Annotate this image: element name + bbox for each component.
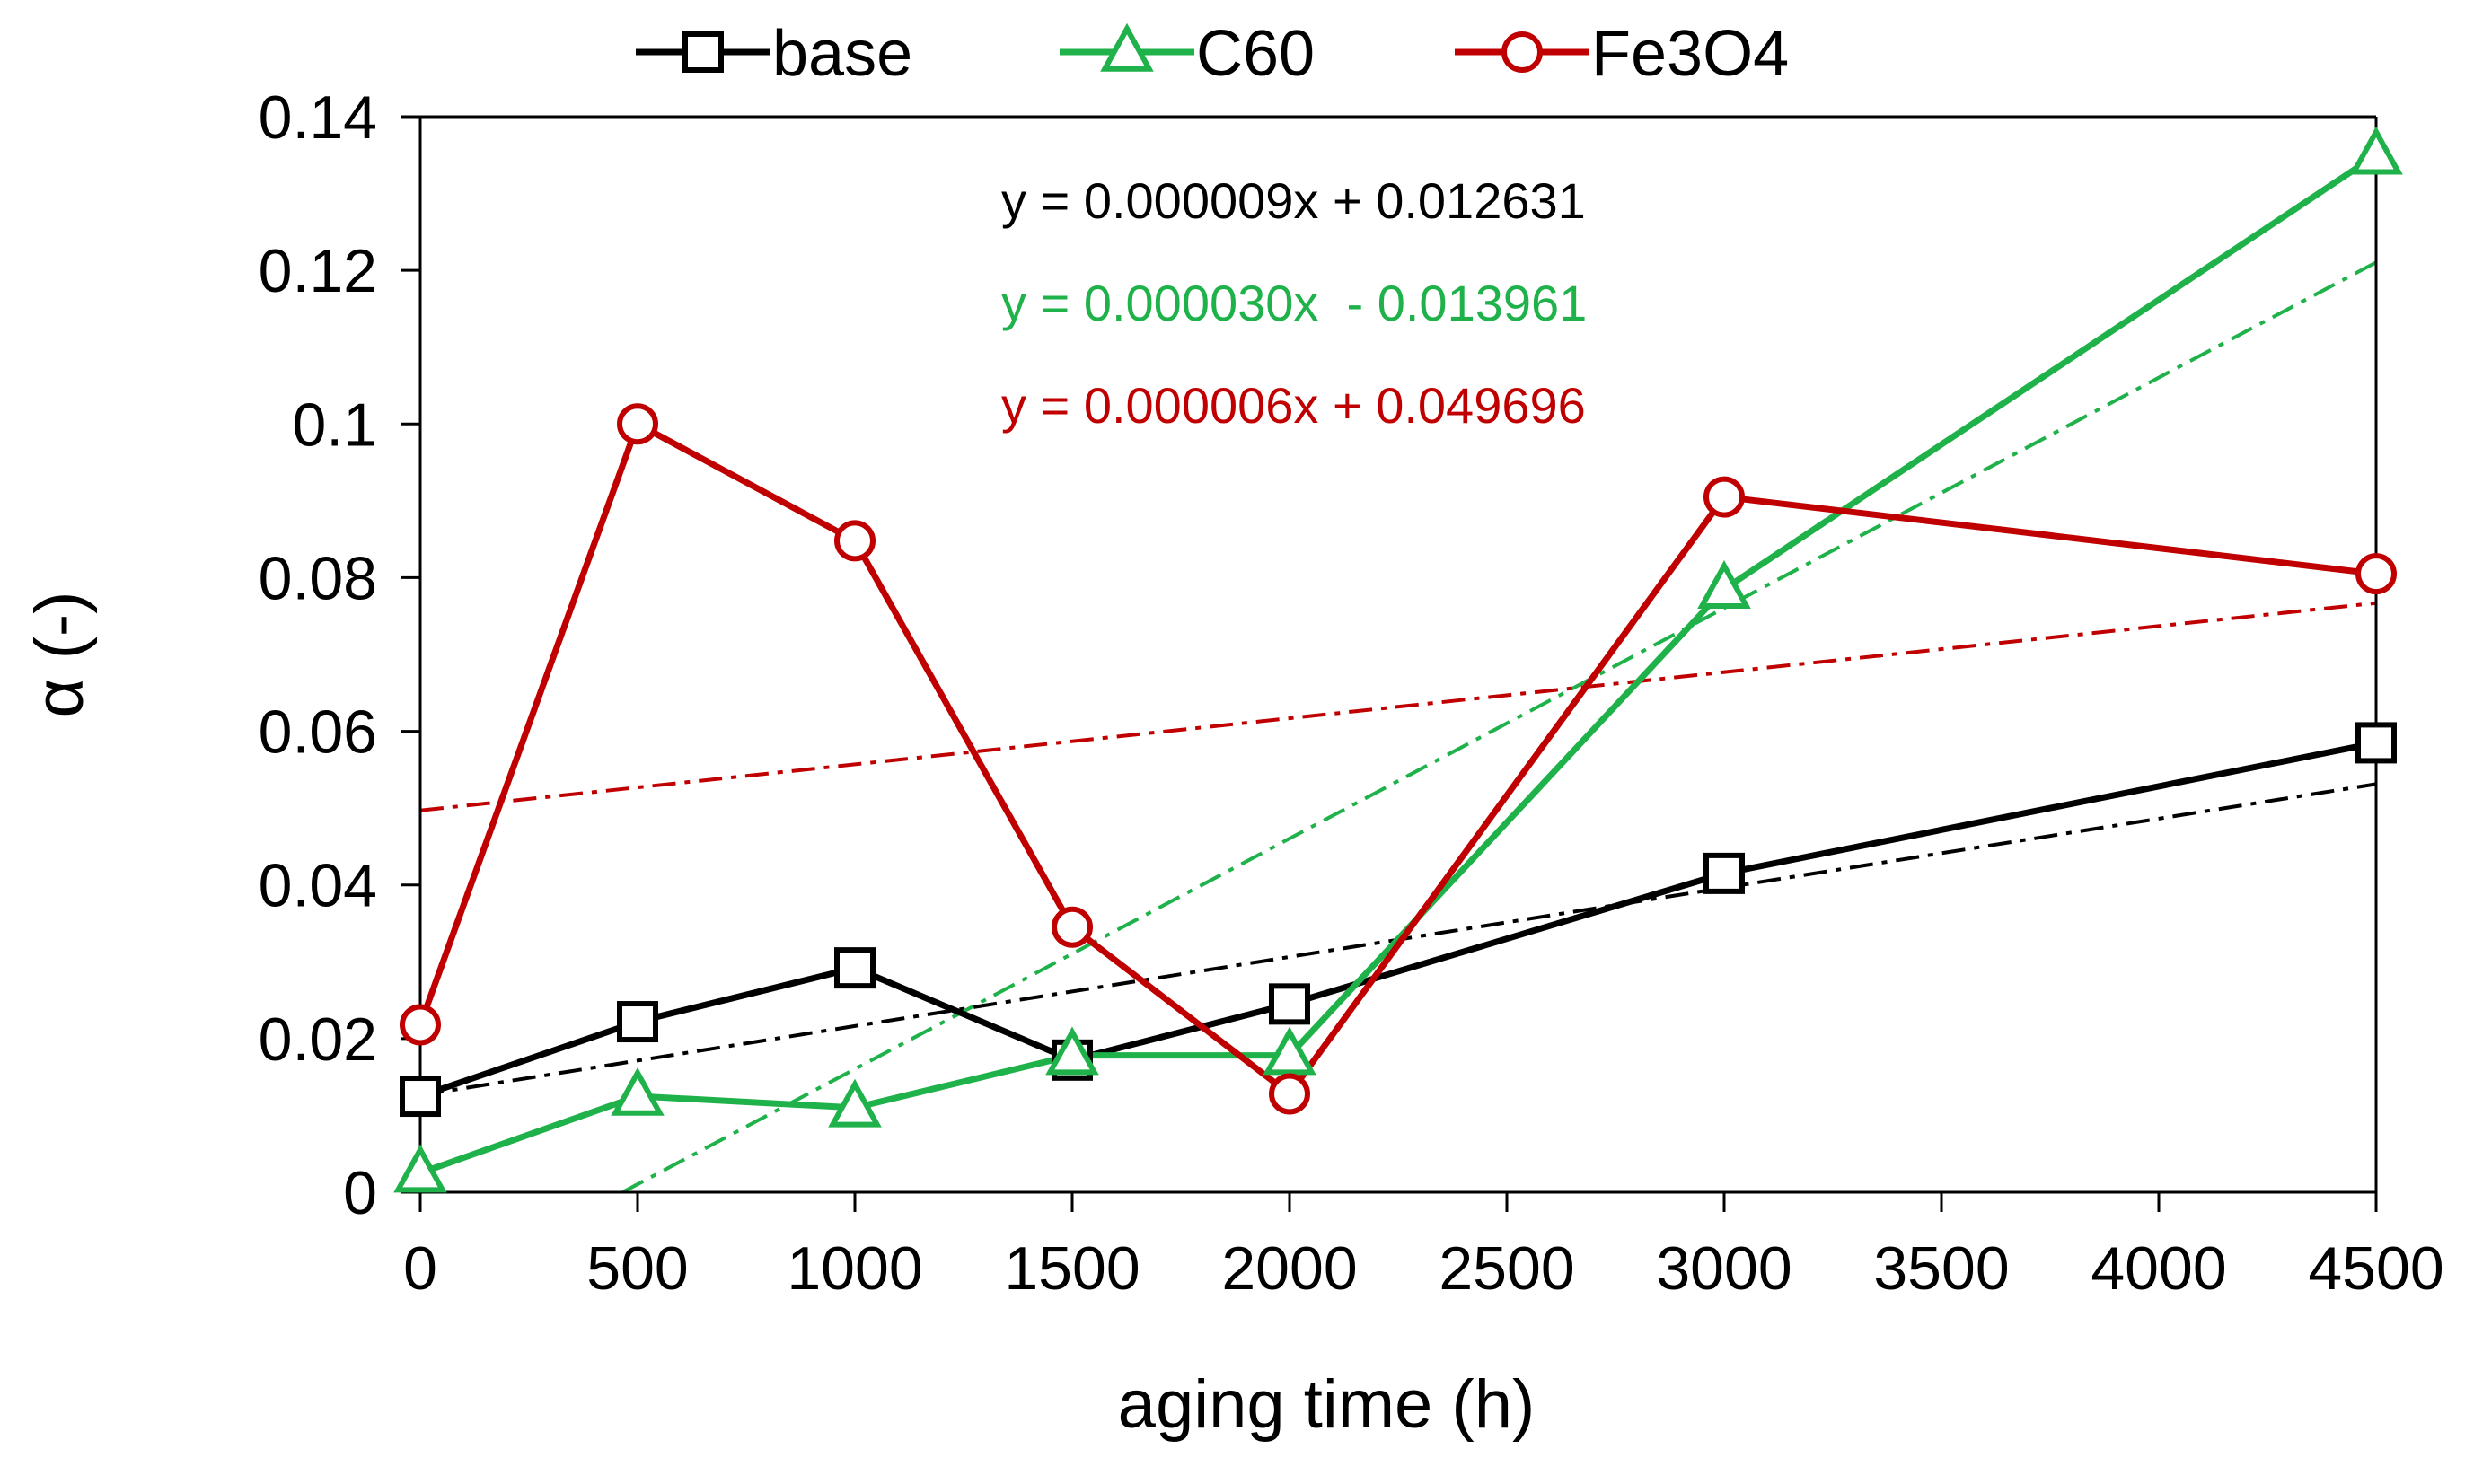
- y-tick-label: 0.14: [259, 83, 377, 152]
- data-point-base: [834, 947, 876, 989]
- data-point-base: [400, 1076, 441, 1118]
- data-point-fe3o4: [617, 403, 658, 445]
- x-tick-label: 500: [586, 1234, 688, 1303]
- legend-item-c60: C60: [1060, 18, 1315, 90]
- y-tick-label: 0: [343, 1159, 377, 1227]
- equation-c60: y = 0.000030x - 0.013961: [1001, 275, 1587, 331]
- equation-base: y = 0.000009x + 0.012631: [1001, 172, 1586, 229]
- legend-label-base: base: [772, 18, 912, 90]
- data-point-fe3o4: [834, 520, 876, 562]
- x-tick-label: 1000: [787, 1234, 922, 1303]
- data-point-fe3o4: [1703, 476, 1745, 518]
- axes-layer: [401, 115, 2378, 1212]
- legend-marker-c60: [1100, 22, 1154, 72]
- data-point-base: [1269, 983, 1310, 1025]
- x-tick-label: 3000: [1656, 1234, 1792, 1303]
- data-point-fe3o4: [1269, 1073, 1310, 1115]
- legend-marker-base: [682, 31, 724, 73]
- data-point-c60: [1263, 1026, 1316, 1076]
- y-tick-label: 0.08: [259, 544, 377, 612]
- legend-item-base: base: [636, 18, 912, 90]
- equation-fe3o4: y = 0.000006x + 0.049696: [1001, 377, 1586, 434]
- y-tick-label: 0.04: [259, 852, 377, 920]
- x-tick-label: 2500: [1439, 1234, 1574, 1303]
- y-tick-label: 0.02: [259, 1005, 377, 1074]
- data-point-c60: [1697, 560, 1751, 609]
- legend-item-fe3o4: Fe3O4: [1455, 18, 1789, 90]
- data-point-c60: [1045, 1026, 1099, 1076]
- data-point-base: [617, 1001, 658, 1043]
- y-tick-label: 0.12: [259, 237, 377, 305]
- y-tick-label: 0.06: [259, 698, 377, 767]
- x-tick-label: 3500: [1873, 1234, 2009, 1303]
- x-tick-label: 1500: [1004, 1234, 1140, 1303]
- x-axis-title: aging time (h): [1118, 1366, 1536, 1443]
- legend-marker-fe3o4: [1501, 31, 1543, 73]
- data-point-c60: [393, 1144, 447, 1193]
- data-point-fe3o4: [1052, 906, 1093, 948]
- y-tick-label: 0.1: [292, 391, 377, 459]
- legend-label-c60: C60: [1196, 18, 1315, 90]
- y-axis-title: α (-): [22, 592, 98, 718]
- data-point-c60: [611, 1067, 665, 1116]
- x-tick-label: 4000: [2091, 1234, 2226, 1303]
- data-point-base: [2355, 722, 2397, 764]
- data-point-base: [1703, 852, 1745, 894]
- trendline-fe3o4: [419, 601, 2377, 812]
- x-tick-label: 4500: [2308, 1234, 2443, 1303]
- data-point-c60: [2349, 126, 2403, 175]
- legend: base C60 Fe3O4: [636, 18, 1789, 90]
- x-tick-label: 2000: [1221, 1234, 1357, 1303]
- trendline-c60: [621, 260, 2377, 1194]
- marker-layer: [393, 126, 2403, 1193]
- text-layer: 0 500 1000 1500 2000 2500 3000 3500 4000 4500 0 0.0…: [22, 83, 2444, 1443]
- legend-label-fe3o4: Fe3O4: [1591, 18, 1789, 90]
- x-tick-label: 0: [403, 1234, 437, 1303]
- series-line-fe3o4: [417, 419, 2377, 1099]
- data-point-c60: [828, 1078, 882, 1128]
- data-point-fe3o4: [400, 1004, 441, 1046]
- data-point-fe3o4: [2355, 553, 2397, 595]
- series-line-base: [418, 739, 2377, 1100]
